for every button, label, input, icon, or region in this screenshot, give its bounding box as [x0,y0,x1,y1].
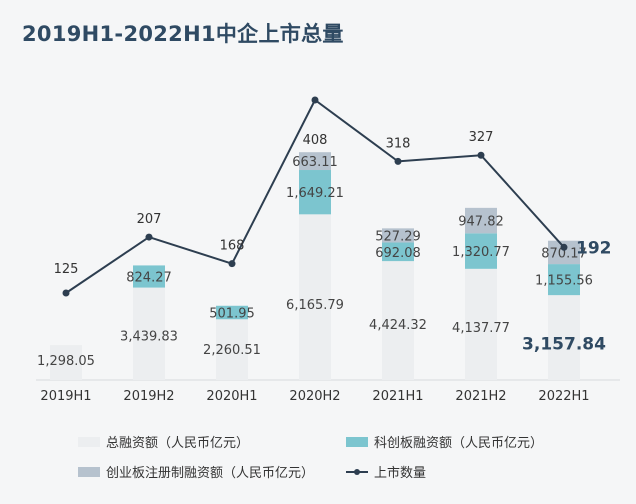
value-label-total-2021H2: 4,137.77 [452,321,510,336]
listings-label-2019H2: 207 [137,212,162,227]
value-label-total-2019H1: 1,298.05 [37,354,95,369]
x-tick-label-2022H1: 2022H1 [538,389,589,404]
value-label-chinext-2022H1: 870.17 [541,246,587,261]
x-tick-label-2020H1: 2020H1 [206,389,257,404]
legend-item-chinext: 创业板注册制融资额（人民币亿元） [78,462,314,481]
x-tick-label-2021H2: 2021H2 [455,389,506,404]
value-label-star-2022H1: 1,155.56 [535,274,593,289]
bar-total-2021H2 [465,268,497,380]
value-label-star-2021H1: 692.08 [375,246,421,261]
legend-swatch-chinext [78,466,100,477]
value-label-chinext-2021H1: 527.29 [375,229,421,244]
chart-title: 2019H1-2022H1中企上市总量 [22,22,344,46]
listings-point-2021H2 [477,151,485,159]
listings-point-2019H1 [62,289,70,297]
x-tick-label-2021H1: 2021H1 [372,389,423,404]
value-label-chinext-2021H2: 947.82 [458,215,504,230]
bar-total-2022H1 [548,295,580,380]
bar-total-2019H1 [50,345,82,380]
chart-canvas: 1,298.05 2019H1 3,439.83 824.27 2019H2 2,260.… [36,96,620,404]
bar-star-2021H1 [382,242,414,262]
listings-label-2022H1: 192 [576,238,612,258]
listings-label-2021H1: 318 [386,136,411,151]
bar-chinext-2022H1 [548,240,580,265]
x-tick-label-2019H2: 2019H2 [123,389,174,404]
listings-point-2019H2 [145,233,153,241]
value-label-star-2020H1: 501.95 [209,307,255,322]
value-label-total-2020H2: 6,165.79 [286,298,344,313]
value-label-total-2021H1: 4,424.32 [369,318,427,333]
listings-point-2021H1 [394,157,402,165]
bar-total-2020H2 [299,214,331,380]
bar-chinext-2021H1 [382,228,414,243]
listings-point-2022H1 [560,243,568,251]
bar-star-2020H2 [299,170,331,215]
listings-label-2020H1: 168 [220,239,245,254]
bar-total-2019H2 [133,287,165,380]
listings-label-2021H2: 327 [469,130,494,145]
bar-star-2021H2 [465,233,497,269]
bar-star-2022H1 [548,264,580,296]
legend-label-listings: 上市数量 [374,466,427,481]
legend-swatch-star [346,436,368,447]
value-label-chinext-2020H2: 663.11 [292,155,338,170]
bar-total-2021H1 [382,261,414,380]
legend-swatch-total [78,436,100,447]
bar-chinext-2021H2 [465,207,497,234]
value-label-total-2022H1: 3,157.84 [522,335,606,355]
legend-label-total: 总融资额（人民币亿元） [106,436,250,451]
bar-chinext-2020H2 [299,152,331,171]
bar-star-2019H2 [133,265,165,288]
listings-label-2020H2: 408 [303,133,328,148]
value-label-star-2021H2: 1,320.77 [452,245,510,260]
legend-swatch-listings [346,467,368,477]
value-label-total-2020H1: 2,260.51 [203,343,261,358]
bar-total-2020H1 [216,319,248,380]
listings-label-2019H1: 125 [54,262,79,277]
x-tick-label-2020H2: 2020H2 [289,389,340,404]
value-label-star-2019H2: 824.27 [126,270,172,285]
listings-point-2020H1 [228,260,236,268]
listings-point-2020H2 [311,96,319,104]
legend-item-star-market: 科创板融资额（人民币亿元） [346,432,543,451]
legend-item-total-financing: 总融资额（人民币亿元） [78,432,249,451]
value-label-total-2019H2: 3,439.83 [120,329,178,344]
legend-label-chinext: 创业板注册制融资额（人民币亿元） [106,466,315,481]
legend-label-star: 科创板融资额（人民币亿元） [374,436,544,451]
legend-item-listings: 上市数量 [346,462,426,481]
value-label-star-2020H2: 1,649.21 [286,186,344,201]
x-tick-label-2019H1: 2019H1 [40,389,91,404]
bar-star-2020H1 [216,305,248,320]
